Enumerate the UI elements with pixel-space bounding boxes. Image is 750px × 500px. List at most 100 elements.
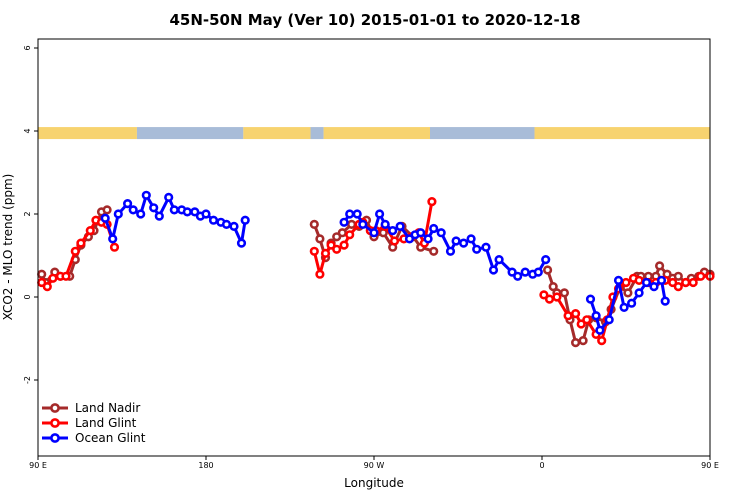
data-point-land-nadir xyxy=(578,336,588,346)
data-point-ocean-glint xyxy=(585,294,596,304)
band-segment-land xyxy=(323,127,430,140)
y-axis-title: XCO2 - MLO trend (ppm) xyxy=(1,174,15,321)
data-point-ocean-glint xyxy=(416,228,426,238)
data-point-ocean-glint xyxy=(339,217,349,227)
x-tick-label: 0 xyxy=(539,461,544,470)
data-point-ocean-glint xyxy=(494,255,504,265)
data-point-ocean-glint xyxy=(149,203,159,213)
data-point-land-glint xyxy=(61,271,71,281)
legend-label-ocean-glint: Ocean Glint xyxy=(75,431,146,445)
data-point-land-glint xyxy=(539,290,549,300)
y-tick-label: 6 xyxy=(23,45,32,50)
data-point-ocean-glint xyxy=(613,275,624,286)
data-point-ocean-glint xyxy=(660,296,670,306)
band-segment-land xyxy=(38,127,137,140)
data-point-land-glint xyxy=(576,319,586,329)
data-point-ocean-glint xyxy=(507,267,517,277)
data-point-land-glint xyxy=(85,226,95,236)
data-point-land-nadir xyxy=(315,234,325,244)
data-point-ocean-glint xyxy=(395,221,405,231)
data-point-land-nadir xyxy=(102,205,112,215)
x-tick-label: 180 xyxy=(198,461,213,470)
legend-marker-land-nadir xyxy=(50,403,60,413)
x-tick-label: 90 E xyxy=(701,461,719,470)
x-axis-title: Longitude xyxy=(344,476,404,490)
data-point-ocean-glint xyxy=(108,234,118,244)
data-point-ocean-glint xyxy=(481,242,491,252)
data-point-ocean-glint xyxy=(122,199,133,209)
band-segment-land xyxy=(534,127,710,140)
data-point-ocean-glint xyxy=(459,238,469,248)
x-axis: 90 E 180 90 W 0 90 E xyxy=(29,456,719,470)
data-point-ocean-glint xyxy=(591,311,601,321)
data-point-ocean-glint xyxy=(369,228,379,238)
data-point-land-glint xyxy=(109,242,120,252)
data-point-ocean-glint xyxy=(423,234,433,244)
data-point-land-glint xyxy=(673,282,683,292)
band-segment-ocean xyxy=(310,127,324,140)
data-point-land-nadir xyxy=(623,288,633,298)
data-point-ocean-glint xyxy=(136,209,146,219)
data-point-ocean-glint xyxy=(520,267,530,277)
data-point-land-glint xyxy=(70,246,80,256)
legend-marker-ocean-glint xyxy=(50,433,60,443)
data-point-land-glint xyxy=(427,197,437,207)
data-point-land-glint xyxy=(339,240,349,250)
data-point-ocean-glint xyxy=(656,275,667,286)
plot-frame xyxy=(37,38,711,457)
data-point-ocean-glint xyxy=(345,209,355,219)
data-point-ocean-glint xyxy=(513,271,523,281)
data-point-ocean-glint xyxy=(164,192,174,202)
data-point-land-glint xyxy=(315,269,325,279)
data-point-ocean-glint xyxy=(595,325,605,335)
data-point-land-glint xyxy=(345,230,355,240)
data-point-land-glint xyxy=(332,244,342,254)
data-point-land-glint xyxy=(48,273,58,283)
data-point-ocean-glint xyxy=(404,234,415,244)
data-point-ocean-glint xyxy=(113,209,123,219)
data-point-land-nadir xyxy=(337,228,347,238)
data-point-ocean-glint xyxy=(604,315,614,325)
data-point-ocean-glint xyxy=(358,219,368,229)
data-point-ocean-glint xyxy=(128,205,138,215)
data-point-ocean-glint xyxy=(533,267,543,277)
data-point-ocean-glint xyxy=(649,282,659,292)
y-tick-label: 4 xyxy=(23,128,32,133)
data-point-ocean-glint xyxy=(240,215,250,225)
data-point-ocean-glint xyxy=(472,244,482,254)
data-point-land-glint xyxy=(544,294,555,304)
data-point-ocean-glint xyxy=(352,209,362,219)
data-point-land-glint xyxy=(320,248,331,258)
data-point-land-glint xyxy=(668,277,678,288)
x-tick-label: 90 W xyxy=(364,461,385,470)
data-point-land-nadir xyxy=(309,219,319,229)
data-point-ocean-glint xyxy=(488,265,499,275)
data-point-ocean-glint xyxy=(619,302,629,313)
data-point-ocean-glint xyxy=(436,228,446,238)
data-point-land-glint xyxy=(552,292,562,302)
data-point-ocean-glint xyxy=(190,207,200,217)
band-segment-ocean xyxy=(136,127,244,140)
data-point-ocean-glint xyxy=(380,219,390,229)
data-point-ocean-glint xyxy=(201,209,211,219)
data-point-land-nadir xyxy=(673,271,683,281)
data-point-ocean-glint xyxy=(451,236,461,246)
y-tick-label: 0 xyxy=(23,294,32,299)
y-tick-label: -2 xyxy=(23,376,32,384)
data-point-ocean-glint xyxy=(375,209,385,219)
chart-title: 45N-50N May (Ver 10) 2015-01-01 to 2020-… xyxy=(169,11,580,29)
data-point-land-glint xyxy=(326,240,336,250)
data-point-ocean-glint xyxy=(208,215,219,225)
data-point-ocean-glint xyxy=(388,226,398,236)
land-ocean-band xyxy=(38,127,710,140)
x-tick-label: 90 E xyxy=(29,461,47,470)
data-point-land-glint xyxy=(389,236,400,246)
data-point-land-nadir xyxy=(542,265,553,275)
data-point-land-nadir xyxy=(559,288,570,298)
data-point-land-glint xyxy=(309,246,319,256)
data-point-ocean-glint xyxy=(221,219,232,229)
data-point-land-glint xyxy=(570,309,581,319)
data-point-ocean-glint xyxy=(236,238,247,248)
